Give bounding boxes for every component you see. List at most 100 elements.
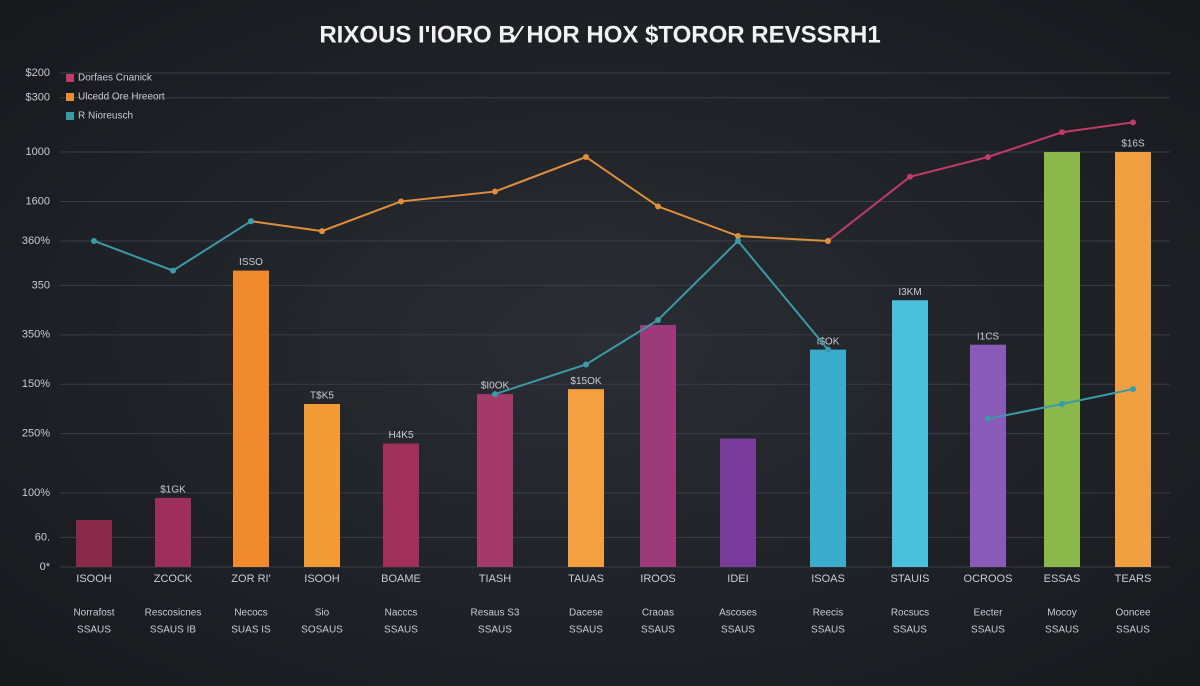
- x-sublabel: Resaus S3: [471, 608, 520, 619]
- y-tick-label: 150%: [22, 378, 50, 390]
- x-tick-label: OCROOS: [964, 573, 1013, 585]
- x-sublabel: SSAUS: [721, 625, 755, 636]
- bar: [568, 389, 604, 567]
- x-sublabel: Reecis: [813, 608, 844, 619]
- line-point: [1059, 400, 1065, 407]
- legend-label: Dorfaes Cnanick: [78, 73, 153, 84]
- legend-label: R Nioreusch: [78, 111, 133, 122]
- x-tick-label: TIASH: [479, 573, 511, 585]
- bar-annotation: $15OK: [570, 376, 601, 387]
- y-tick-label: 100%: [22, 487, 50, 499]
- bar-annotation: I$OK: [817, 336, 840, 347]
- x-tick-label: TAUAS: [568, 573, 604, 585]
- x-sublabel: SOSAUS: [301, 625, 343, 636]
- bar: [76, 520, 112, 567]
- x-tick-label: ISOAS: [811, 573, 845, 585]
- x-tick-label: ESSAS: [1044, 573, 1081, 585]
- line-series: [250, 155, 829, 242]
- x-sublabel: Mocoy: [1047, 608, 1076, 619]
- bar-annotation: I3KM: [898, 287, 921, 298]
- x-sublabel: Ooncee: [1115, 608, 1150, 619]
- x-sublabel: SSAUS: [77, 625, 111, 636]
- x-sublabel: SSAUS: [893, 625, 927, 636]
- x-tick-label: TEARS: [1115, 573, 1152, 585]
- x-sublabel: Rocsucs: [891, 608, 929, 619]
- bar-annotation: $1GK: [160, 484, 186, 495]
- x-sublabel: Sio: [315, 608, 330, 619]
- legend-swatch: [66, 93, 74, 101]
- line-point: [583, 153, 589, 160]
- y-tick-label: 250%: [22, 428, 50, 440]
- line-point: [170, 267, 176, 274]
- x-sublabel: SSAUS: [384, 625, 418, 636]
- x-sublabel: Ascoses: [719, 608, 757, 619]
- line-point: [492, 391, 498, 398]
- legend-swatch: [66, 112, 74, 120]
- bar: [970, 344, 1006, 567]
- x-tick-label: ZOR RI': [231, 573, 270, 585]
- bar: [155, 497, 191, 567]
- line-point: [1059, 129, 1065, 136]
- x-tick-label: STAUIS: [891, 573, 930, 585]
- bar: [892, 300, 928, 567]
- line-series: [827, 121, 1134, 242]
- line-point: [825, 237, 831, 244]
- bar-annotation: $16S: [1121, 139, 1145, 150]
- x-sublabel: SUAS IS: [231, 625, 271, 636]
- chart-title: RIXOUS I'IORO B⁄ HOR HOX $TOROR REVSSRH1: [319, 21, 880, 48]
- x-sublabel: SSAUS: [569, 625, 603, 636]
- x-sublabel: Nacccs: [385, 608, 418, 619]
- bar: [1044, 152, 1080, 568]
- line-point: [398, 198, 404, 205]
- legend-label: Ulcedd Ore Hreeort: [78, 92, 165, 103]
- line-point: [91, 237, 97, 244]
- y-tick-label: 350%: [22, 329, 50, 341]
- line-point: [583, 361, 589, 368]
- x-sublabel: Norrafost: [73, 608, 114, 619]
- y-tick-label: 1000: [26, 146, 50, 158]
- line-point: [1130, 386, 1136, 393]
- line-point: [985, 153, 991, 160]
- line-point: [825, 346, 831, 353]
- bar: [720, 438, 756, 567]
- x-sublabel: Necocs: [234, 608, 267, 619]
- line-point: [248, 218, 254, 225]
- y-tick-label: 350: [32, 279, 50, 291]
- legend-swatch: [66, 74, 74, 82]
- bar: [383, 443, 419, 567]
- bar: [477, 394, 513, 567]
- x-tick-label: BOAME: [381, 573, 421, 585]
- x-sublabel: SSAUS: [971, 625, 1005, 636]
- x-sublabel: SSAUS: [1116, 625, 1150, 636]
- bar: [304, 403, 340, 567]
- line-point: [1130, 119, 1136, 126]
- x-tick-label: ISOOH: [76, 573, 112, 585]
- y-tick-label: 60.: [35, 531, 50, 543]
- x-sublabel: Dacese: [569, 608, 603, 619]
- x-sublabel: SSAUS: [1045, 625, 1079, 636]
- bar: [640, 324, 676, 567]
- x-tick-label: IDEI: [727, 573, 748, 585]
- bar: [233, 270, 269, 567]
- line-point: [492, 188, 498, 195]
- line-point: [907, 173, 913, 180]
- bar: [810, 349, 846, 567]
- bar-annotation: I1CS: [977, 331, 1000, 342]
- line-point: [735, 237, 741, 244]
- y-tick-label: 360%: [22, 235, 50, 247]
- x-sublabel: Rescosicnes: [145, 608, 202, 619]
- y-tick-label: $200: [26, 67, 50, 79]
- line-point: [655, 203, 661, 210]
- line-point: [985, 415, 991, 422]
- bar-annotation: H4K5: [388, 430, 413, 441]
- x-tick-label: ZCOCK: [154, 573, 193, 585]
- x-tick-label: IROOS: [640, 573, 675, 585]
- x-sublabel: Eecter: [974, 608, 1004, 619]
- x-sublabel: SSAUS: [811, 625, 845, 636]
- bar: [1115, 152, 1151, 568]
- line-point: [319, 228, 325, 235]
- x-sublabel: Craoas: [642, 608, 674, 619]
- y-tick-label: $300: [26, 92, 50, 104]
- bar-annotation: ISSO: [239, 257, 263, 268]
